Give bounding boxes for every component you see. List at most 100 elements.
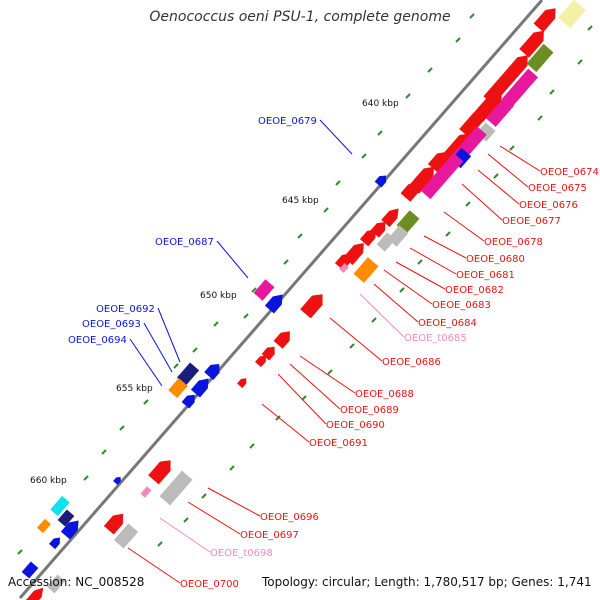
gene-box	[526, 43, 554, 73]
gene-box	[57, 509, 75, 527]
tick-mark	[493, 173, 499, 179]
leader-line	[499, 145, 541, 172]
gene-feature	[140, 486, 152, 498]
tick-mark	[427, 67, 433, 73]
gene-feature	[50, 495, 70, 517]
tick-mark	[587, 25, 593, 31]
gene-feature	[190, 378, 209, 398]
gene-label: OEOE_0681	[456, 270, 515, 281]
leader-line	[423, 235, 467, 259]
gene-feature	[519, 30, 544, 58]
gene-box	[353, 257, 379, 283]
leader-line	[207, 487, 261, 517]
tick-marks	[17, 13, 593, 555]
tick-mark	[192, 347, 198, 353]
gene-box	[168, 378, 188, 398]
tick-mark	[243, 313, 249, 319]
gene-feature	[376, 232, 396, 252]
scale-label: 640 kbp	[362, 99, 399, 109]
tick-mark	[251, 287, 257, 293]
gene-label: OEOE_0694	[68, 335, 127, 346]
leader-line	[383, 269, 433, 305]
tick-mark	[143, 399, 149, 405]
gene-arrow	[181, 394, 195, 409]
gene-label: OEOE_t0685	[404, 333, 467, 344]
gene-feature	[533, 8, 556, 33]
gene-label: OEOE_0687	[155, 237, 214, 248]
tick-mark	[157, 541, 163, 547]
gene-box	[558, 0, 586, 29]
gene-box	[253, 279, 275, 301]
tick-mark	[201, 493, 207, 499]
gene-feature	[339, 263, 349, 273]
gene-feature	[501, 68, 539, 108]
gene-label: OEOE_0686	[382, 357, 441, 368]
leader-line	[157, 307, 181, 363]
tick-mark	[249, 443, 255, 449]
tick-mark	[323, 207, 329, 213]
genome-title: Oenococcus oeni PSU-1, complete genome	[149, 9, 451, 25]
tick-mark	[83, 475, 89, 481]
gene-arrow	[400, 182, 419, 202]
gene-feature	[176, 362, 200, 386]
leader-line	[159, 517, 211, 553]
tick-mark	[371, 317, 377, 323]
gene-label: OEOE_0682	[445, 285, 504, 296]
tick-mark	[349, 343, 355, 349]
tick-mark	[577, 59, 583, 65]
gene-label: OEOE_0683	[432, 300, 491, 311]
gene-label: OEOE_0692	[96, 304, 155, 315]
gene-label: OEOE_0690	[326, 420, 385, 431]
gene-arrow	[113, 476, 121, 485]
gene-feature	[103, 513, 124, 535]
gene-box	[485, 97, 515, 127]
gene-feature	[46, 574, 66, 594]
gene-feature	[21, 561, 39, 579]
gene-box	[140, 486, 152, 498]
gene-feature	[374, 175, 387, 188]
gene-label: OEOE_0688	[355, 389, 414, 400]
leader-line	[319, 119, 353, 155]
gene-label: OEOE_0684	[418, 318, 477, 329]
tick-mark	[469, 13, 475, 19]
leader-line	[277, 373, 327, 425]
leader-line	[299, 355, 356, 394]
gene-feature	[159, 470, 193, 506]
gene-box	[376, 232, 396, 252]
gene-label: OEOE_0693	[82, 319, 141, 330]
gene-arrow	[237, 378, 247, 389]
gene-label: OEOE_0679	[258, 116, 317, 127]
gene-feature	[253, 279, 275, 301]
gene-feature	[204, 363, 220, 380]
gene-feature	[37, 518, 51, 534]
gene-label: OEOE_0697	[240, 530, 299, 541]
gene-feature	[359, 229, 376, 247]
gene-feature	[25, 587, 44, 600]
gene-feature	[400, 182, 419, 202]
leader-line	[127, 547, 181, 584]
gene-box	[46, 574, 66, 594]
gene-feature	[420, 152, 464, 200]
gene-box	[420, 152, 464, 200]
gene-feature	[459, 110, 484, 138]
tick-mark	[445, 231, 451, 237]
leader-line	[359, 293, 405, 338]
gene-label: OEOE_t0698	[210, 548, 273, 559]
leader-line	[329, 317, 383, 362]
gene-arrow	[359, 229, 376, 247]
gene-feature	[60, 520, 79, 540]
scale-label: 650 kbp	[200, 291, 237, 301]
gene-arrow	[148, 460, 171, 485]
leader-line	[477, 169, 520, 205]
accession-text: Accession: NC_008528	[8, 575, 145, 589]
gene-arrow	[519, 30, 544, 58]
gene-arrow	[60, 520, 79, 540]
gene-box	[50, 495, 70, 517]
gene-feature	[148, 460, 171, 485]
gene-label: OEOE_0674	[540, 167, 599, 178]
gene-arrow	[459, 110, 484, 138]
gene-feature	[113, 476, 121, 485]
gene-feature	[49, 537, 60, 550]
gene-label: OEOE_0696	[260, 512, 319, 523]
